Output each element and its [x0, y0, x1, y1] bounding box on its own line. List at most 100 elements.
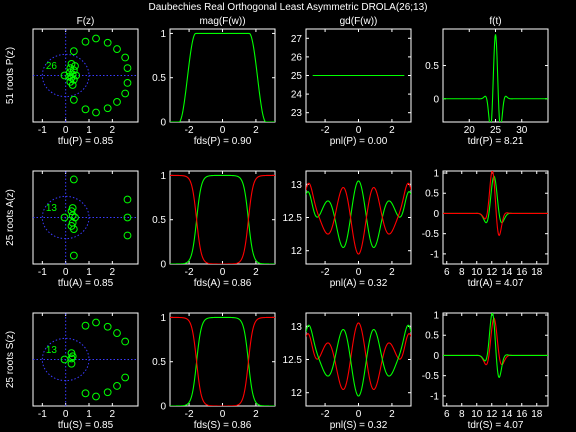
root-marker [113, 98, 121, 106]
panel-mag-S: -2 0 2 0 0.5 1 fds(S) = 0.86 [152, 312, 276, 431]
x-tick-label: 2 [389, 267, 395, 278]
x-tick-label: 12 [486, 409, 498, 420]
x-tick-label: 0 [63, 125, 69, 136]
root-marker [67, 359, 76, 368]
y-tick-label: 0 [160, 260, 166, 271]
x-axis-label: fds(A) = 0.86 [194, 278, 252, 289]
x-tick-label: 1 [86, 267, 92, 278]
unit-circle [41, 53, 90, 98]
panel-mag-P: -2 0 2 0 0.5 1 mag(F(w)) fds(P) = 0.90 [152, 16, 276, 147]
series-line-red [306, 322, 411, 391]
root-marker [67, 222, 76, 230]
axes-box [305, 170, 412, 265]
x-axis-label: pnl(A) = 0.32 [330, 278, 388, 289]
panel-title: gd(F(w)) [340, 16, 378, 27]
y-tick-label: 12 [291, 388, 303, 399]
x-tick-label: 2 [110, 409, 116, 420]
x-tick-label: -1 [38, 409, 47, 420]
plot-area [443, 34, 548, 122]
root-marker [123, 231, 132, 240]
plot-area [33, 29, 138, 122]
x-tick-label: 12 [486, 267, 498, 278]
root-marker [92, 108, 100, 117]
root-marker [69, 47, 78, 56]
x-tick-label: 2 [253, 409, 259, 420]
panel-time-A: 6 8 10 12 14 16 18 -1 -0.5 0 0.5 1 tdr(A) = 4.07 [422, 169, 549, 289]
root-marker [69, 251, 78, 260]
x-tick-label: 20 [464, 125, 476, 136]
root-marker [113, 45, 121, 53]
root-marker [123, 78, 132, 87]
root-marker [121, 337, 130, 346]
y-tick-label: -1 [430, 249, 439, 260]
panel-gd-S: -2 0 2 12 12.5 13 pnl(S) = 0.32 [283, 312, 412, 431]
root-marker [92, 34, 100, 43]
root-marker [60, 71, 69, 80]
root-multiplicity-label: 26 [46, 61, 58, 72]
x-tick-label: 14 [501, 267, 513, 278]
x-axis-label: tdr(A) = 4.07 [468, 278, 524, 289]
y-tick-label: -0.5 [422, 371, 440, 382]
root-marker [81, 389, 90, 398]
plot-area [33, 313, 138, 406]
unit-circle [41, 195, 90, 240]
y-tick-label: 0 [160, 402, 166, 413]
y-tick-label: 13 [291, 180, 303, 191]
figure-title: Daubechies Real Orthogonal Least Asymmet… [148, 2, 427, 13]
root-marker [123, 64, 132, 73]
x-tick-label: 0 [356, 125, 362, 136]
x-tick-label: 2 [110, 267, 116, 278]
y-tick-label: 0.5 [152, 73, 166, 84]
y-tick-label: 0.5 [152, 357, 166, 368]
x-axis-label: tfu(P) = 0.85 [58, 136, 114, 147]
series-line-green [170, 174, 275, 264]
x-axis-label: pnl(S) = 0.32 [330, 420, 388, 431]
y-tick-label: 1 [433, 169, 439, 180]
panel-title: mag(F(w)) [199, 16, 245, 27]
panel-gd-A: -2 0 2 12 12.5 13 pnl(A) = 0.32 [283, 170, 412, 289]
y-tick-label: 1 [160, 171, 166, 182]
y-tick-label: 26 [291, 52, 303, 63]
axes-box [305, 312, 412, 407]
x-axis-label: tdr(P) = 8.21 [468, 136, 524, 147]
axes-box [442, 28, 549, 123]
x-tick-label: 30 [516, 125, 528, 136]
series-line-red [306, 182, 411, 255]
root-marker [103, 322, 112, 331]
x-tick-label: 0 [220, 125, 226, 136]
y-axis-label: 25 roots S(z) [5, 331, 16, 388]
y-tick-label: 12 [291, 246, 303, 257]
y-tick-label: 13 [291, 322, 303, 333]
plot-area [443, 171, 548, 236]
series-line-green [443, 34, 548, 122]
root-marker [60, 213, 69, 222]
root-marker [71, 213, 79, 222]
panel-title: F(z) [77, 16, 95, 27]
x-tick-label: 0 [220, 267, 226, 278]
root-marker [121, 53, 130, 62]
root-marker [113, 382, 121, 390]
x-tick-label: 6 [444, 267, 450, 278]
panel-zeros-P: -1 0 1 2 F(z) tfu(P) = 0.85 51 roots P(z) 26 [5, 16, 139, 147]
root-marker [123, 213, 132, 222]
y-tick-label: -1 [430, 391, 439, 402]
root-marker [103, 104, 112, 113]
x-tick-label: 2 [253, 125, 259, 136]
y-axis-label: 51 roots P(z) [5, 47, 16, 104]
x-tick-label: 18 [531, 409, 543, 420]
y-tick-label: 0.5 [425, 189, 439, 200]
x-tick-label: 6 [444, 409, 450, 420]
series-line-red [170, 316, 275, 406]
x-tick-label: 2 [110, 125, 116, 136]
panel-title: f(t) [489, 16, 501, 27]
root-marker [69, 175, 78, 184]
x-tick-label: 0 [63, 267, 69, 278]
x-tick-label: -2 [321, 125, 330, 136]
root-marker [121, 89, 130, 98]
x-axis-label: fds(S) = 0.86 [194, 420, 252, 431]
root-marker [68, 352, 77, 361]
x-axis-label: tfu(S) = 0.85 [58, 420, 114, 431]
y-tick-label: 12.5 [283, 355, 303, 366]
x-tick-label: 10 [471, 409, 483, 420]
